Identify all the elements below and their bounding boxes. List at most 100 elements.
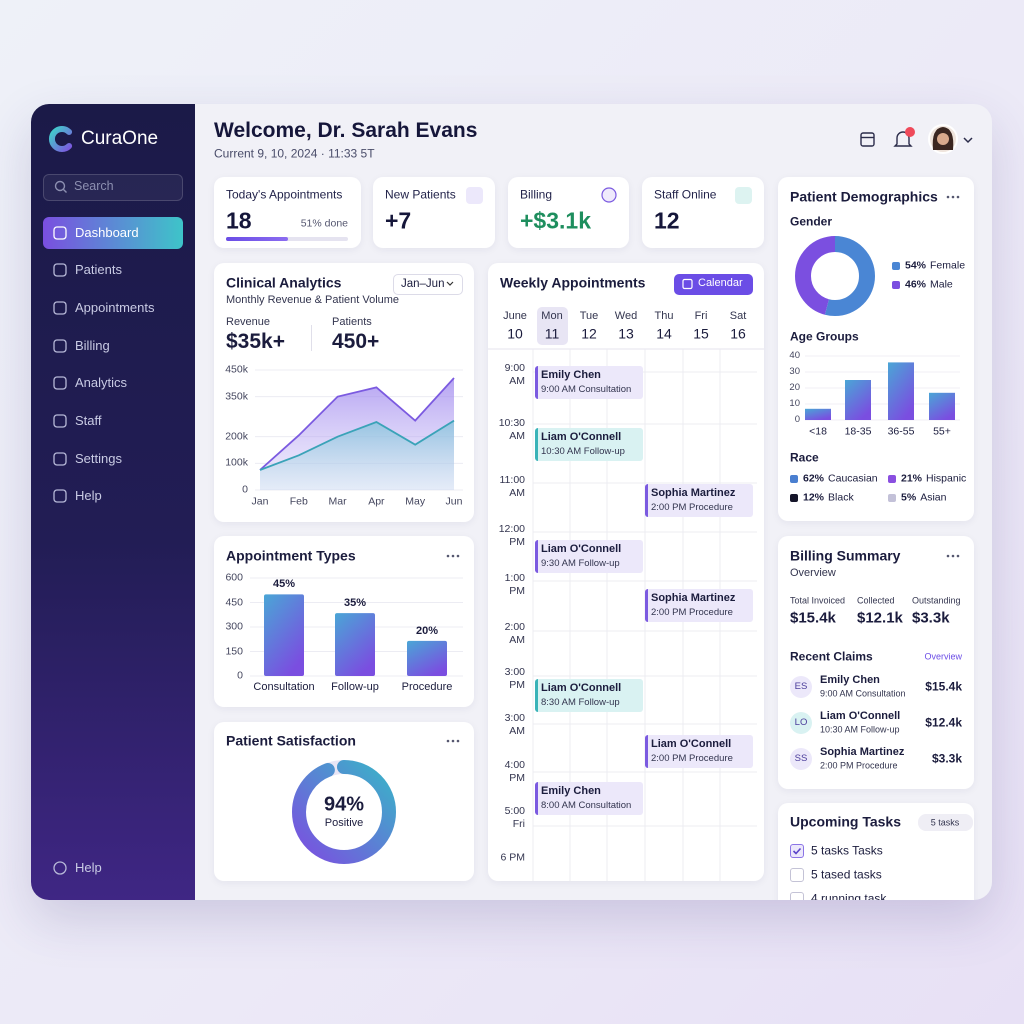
text: 12% [803, 491, 825, 504]
kpi-value: 450+ [332, 329, 380, 353]
text: Caucasian [828, 472, 878, 485]
y-tick-label: 600 [225, 571, 243, 584]
claim-initials: SS [794, 753, 808, 765]
text: Hispanic [926, 472, 967, 485]
legend-swatch [888, 494, 896, 502]
search-placeholder: Search [74, 179, 114, 194]
card-title: Patient Demographics [790, 188, 938, 205]
event[interactable] [645, 735, 753, 768]
total-value: $3.3k [912, 609, 950, 627]
event[interactable] [535, 782, 643, 815]
event-detail: 9:00 AM Consultation [541, 384, 632, 396]
x-tick-label: Mar [328, 495, 347, 508]
nav-item: Dashboard [75, 224, 139, 240]
x-tick-label: Procedure [401, 681, 453, 694]
footer-help: Help [75, 859, 102, 875]
button-label: Calendar [698, 277, 743, 290]
bell-icon [893, 131, 913, 147]
text: 62% [803, 472, 825, 485]
total-label: Total Invoiced [790, 595, 846, 606]
claim-name: Emily Chen [820, 674, 880, 687]
event-detail: 2:00 PM Procedure [651, 753, 733, 765]
legend-entry: 54% Female [905, 259, 965, 272]
claim-name: Liam O'Connell [820, 710, 901, 723]
y-tick-label: 0 [794, 414, 800, 426]
card [778, 177, 974, 521]
text: Asian [920, 491, 947, 504]
x-tick-label: Jan [251, 495, 269, 508]
card-title: Clinical Analytics [226, 274, 342, 291]
stat-label: New Patients [385, 187, 456, 202]
search-box[interactable] [43, 174, 183, 201]
y-tick-label: 10 [789, 398, 800, 410]
calendar-button[interactable] [674, 274, 753, 295]
day-date: 15 [693, 325, 709, 342]
divider [311, 325, 312, 351]
link: Overview [924, 651, 962, 662]
kpi-value: $35k+ [226, 329, 285, 353]
event-name: Sophia Martinez [651, 592, 736, 605]
y-tick-label: 450k [225, 363, 248, 376]
y-tick-label: 40 [789, 350, 800, 362]
event-detail: 2:00 PM Procedure [651, 502, 733, 514]
range-label: Jan–Jun [401, 277, 445, 290]
stat-note: 51% done [300, 217, 348, 230]
y-tick-label: 150 [225, 644, 243, 657]
event[interactable] [535, 540, 643, 573]
day-name: Wed [614, 310, 638, 323]
day-date: 12 [581, 325, 597, 342]
claim-name: Sophia Martinez [820, 746, 905, 759]
avatar-face [937, 133, 949, 145]
legend-swatch [892, 281, 900, 289]
x-tick-label: Apr [368, 495, 385, 508]
y-tick-label: 0 [237, 669, 243, 682]
nav-item: Settings [75, 450, 122, 466]
nav-item: Help [75, 487, 102, 503]
day-date: 11 [544, 325, 560, 342]
badge-label: 5 tasks [930, 816, 960, 827]
time-label: 4:00 PM [504, 758, 525, 784]
time-label: 2:00 AM [504, 620, 525, 646]
claim-amount: $12.4k [925, 715, 962, 730]
checkbox[interactable] [790, 892, 804, 900]
event[interactable] [645, 484, 753, 517]
page-subtitle: Current 9, 10, 2024 · 11:33 5T [214, 146, 375, 161]
range-dropdown[interactable] [393, 274, 463, 295]
y-tick-label: 300 [225, 620, 243, 633]
calendar-icon [860, 132, 875, 147]
x-tick-label: 36-55 [887, 425, 915, 438]
event[interactable] [645, 589, 753, 622]
card-title: Weekly Appointments [500, 274, 646, 291]
event-detail: 8:30 AM Follow-up [541, 697, 620, 709]
event[interactable] [535, 366, 643, 399]
event-name: Sophia Martinez [651, 487, 736, 500]
event[interactable] [535, 428, 643, 461]
donut-caption: Positive [324, 817, 364, 830]
claim-detail: 2:00 PM Procedure [820, 760, 898, 771]
day-name: Mon [541, 310, 563, 323]
event[interactable] [535, 679, 643, 712]
page-title: Welcome, Dr. Sarah Evans [214, 118, 478, 142]
progress-fill [226, 237, 289, 241]
section-title: Race [790, 450, 819, 465]
nav-item: Staff [75, 412, 102, 428]
stat-label: Staff Online [654, 187, 717, 202]
y-tick-label: 0 [242, 483, 248, 496]
y-tick-label: 20 [789, 382, 800, 394]
nav-item: Appointments [75, 299, 155, 315]
y-tick-label: 450 [225, 595, 243, 608]
text: 21% [901, 472, 923, 485]
claim-detail: 9:00 AM Consultation [820, 688, 906, 699]
checkbox[interactable] [790, 844, 804, 858]
text: 5% [901, 491, 917, 504]
day-name: Tue [579, 310, 599, 323]
day-date: 10 [507, 325, 523, 342]
event-detail: 8:00 AM Consultation [541, 800, 632, 812]
total-label: Outstanding [912, 595, 961, 606]
time-label: 5:00 Fri [504, 804, 525, 830]
text: Female [930, 259, 966, 272]
checkbox[interactable] [790, 868, 804, 882]
time-label: 11:00 AM [499, 473, 526, 499]
task-text: 5 tasks Tasks [811, 843, 883, 858]
stat-label: Billing [520, 187, 553, 202]
